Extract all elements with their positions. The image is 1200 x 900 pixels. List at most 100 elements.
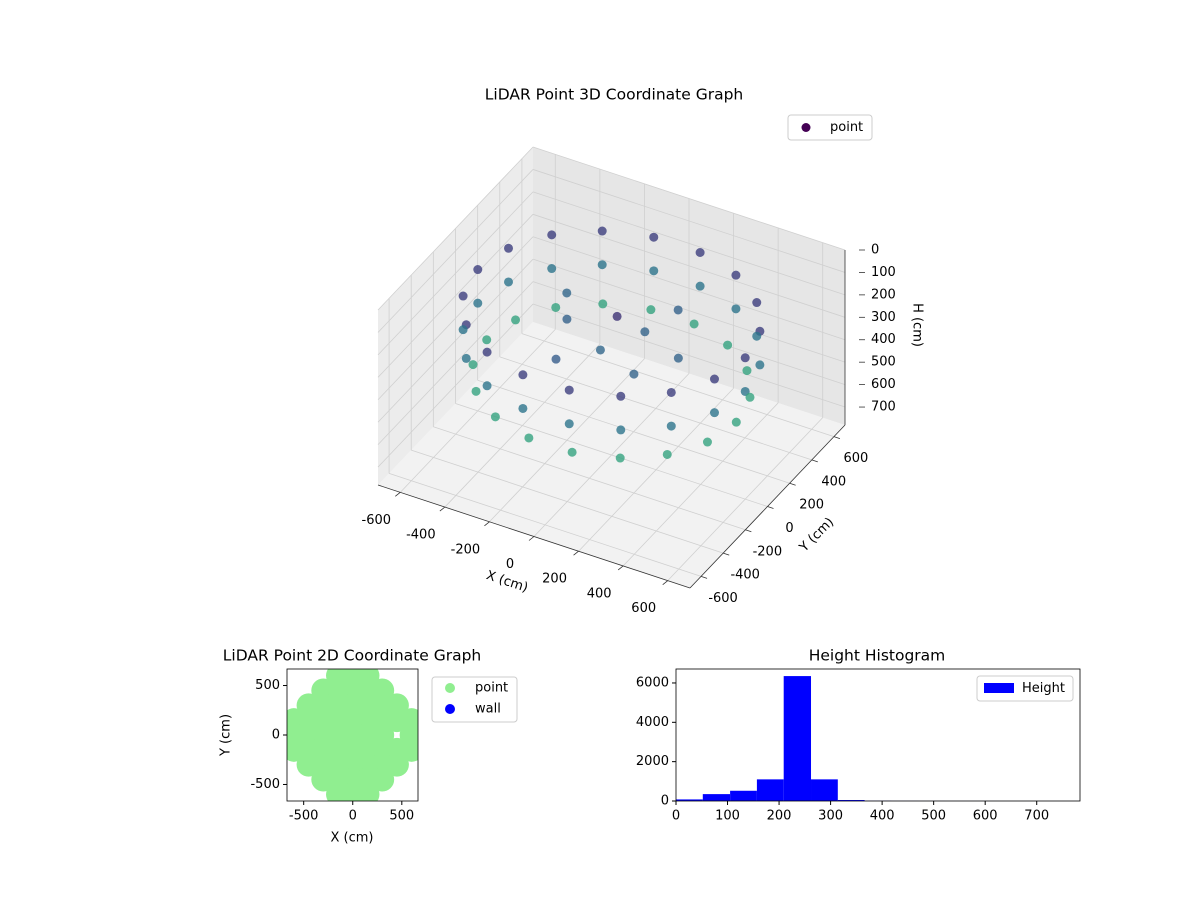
legend-label: wall: [475, 702, 501, 717]
x-axis-label: X (cm): [484, 568, 530, 596]
point: [562, 314, 572, 324]
bar: [730, 790, 757, 801]
bar: [837, 800, 865, 801]
legend-box: [787, 114, 873, 141]
point: [458, 325, 468, 335]
z-tick-label: 100: [871, 265, 896, 280]
y-tick-label: 0: [785, 521, 793, 536]
grid-line: [499, 356, 812, 461]
plot-area: [287, 669, 418, 801]
y-tick-label: -500: [250, 777, 280, 792]
point: [355, 782, 380, 801]
bar: [811, 779, 838, 801]
grid-line: [388, 472, 702, 577]
tick-mark: [617, 565, 624, 571]
point: [616, 391, 626, 401]
point: [629, 369, 639, 379]
grid-line: [477, 379, 790, 484]
y-tick-label: 4000: [636, 715, 669, 730]
x-tick-label: -200: [451, 542, 481, 557]
point: [742, 366, 752, 376]
grid-line: [377, 191, 534, 356]
grid-line: [532, 169, 846, 273]
tick-mark: [745, 529, 752, 533]
point: [562, 288, 572, 298]
point: [598, 299, 608, 309]
point: [745, 392, 755, 402]
bar: [783, 676, 812, 801]
point: [524, 433, 534, 443]
grid-line: [532, 303, 846, 408]
z-tick-label: 0: [871, 243, 879, 258]
tick-mark: [662, 580, 668, 585]
point: [473, 265, 483, 275]
tick-mark: [811, 459, 818, 463]
chart-title: Height Histogram: [809, 647, 946, 665]
point: [468, 360, 478, 370]
x-tick-label: 600: [631, 601, 656, 616]
grid-line: [532, 191, 846, 296]
point: [504, 277, 514, 287]
y-axis-label: Y (cm): [219, 714, 234, 757]
point: [649, 266, 659, 276]
grid-line: [532, 258, 846, 363]
z-tick-label: 200: [871, 287, 896, 302]
point: [384, 752, 409, 777]
grid-line: [377, 258, 534, 423]
point: [547, 264, 557, 274]
point: [615, 453, 625, 463]
grid-line: [377, 303, 534, 468]
grid-line: [377, 236, 534, 401]
point: [666, 387, 676, 397]
legend-label: Height: [1022, 681, 1065, 696]
point: [482, 335, 492, 345]
x-tick-label: 500: [389, 809, 414, 824]
y-tick-label: 6000: [636, 675, 669, 690]
chart-title: LiDAR Point 3D Coordinate Graph: [485, 86, 743, 104]
x-tick-label: 700: [1024, 809, 1049, 824]
legend-marker: [445, 683, 455, 693]
bar: [676, 799, 703, 801]
legend-marker: [801, 123, 811, 132]
y-tick-label: 200: [799, 498, 824, 513]
x-tick-label: -400: [406, 528, 436, 543]
point: [662, 449, 672, 459]
y-tick-label: 0: [272, 728, 280, 743]
tick-mark: [484, 521, 490, 527]
z-tick-label: 700: [871, 400, 896, 415]
tick-mark: [789, 482, 796, 486]
chart-title: LiDAR Point 2D Coordinate Graph: [223, 647, 481, 665]
point: [511, 315, 521, 325]
point: [518, 403, 528, 413]
y-axis-label: Y (cm): [796, 515, 837, 556]
point: [504, 243, 514, 253]
tick-mark: [395, 492, 401, 497]
point: [649, 232, 659, 242]
point: [461, 353, 471, 363]
point: [666, 421, 676, 431]
point: [482, 347, 492, 357]
grid-line: [377, 146, 534, 311]
x-tick-label: 400: [587, 586, 612, 601]
point: [709, 408, 719, 418]
y-tick-label: 400: [821, 474, 846, 489]
grid-line: [433, 426, 746, 531]
tick-mark: [767, 506, 774, 509]
y-tick-label: 0: [661, 794, 669, 809]
grid-line: [532, 146, 846, 251]
point: [518, 370, 528, 380]
point: [616, 425, 626, 435]
x-axis-label: X (cm): [331, 831, 374, 846]
y-tick-label: 600: [844, 451, 869, 466]
point: [673, 353, 683, 363]
grid-line: [377, 169, 534, 333]
z-tick-label: 400: [871, 332, 896, 347]
tick-mark: [528, 536, 535, 541]
point: [458, 291, 468, 301]
x-tick-label: -500: [289, 809, 319, 824]
point: [547, 230, 557, 240]
x-tick-label: -600: [362, 513, 392, 528]
point: [551, 354, 561, 364]
grid-line: [377, 214, 534, 378]
